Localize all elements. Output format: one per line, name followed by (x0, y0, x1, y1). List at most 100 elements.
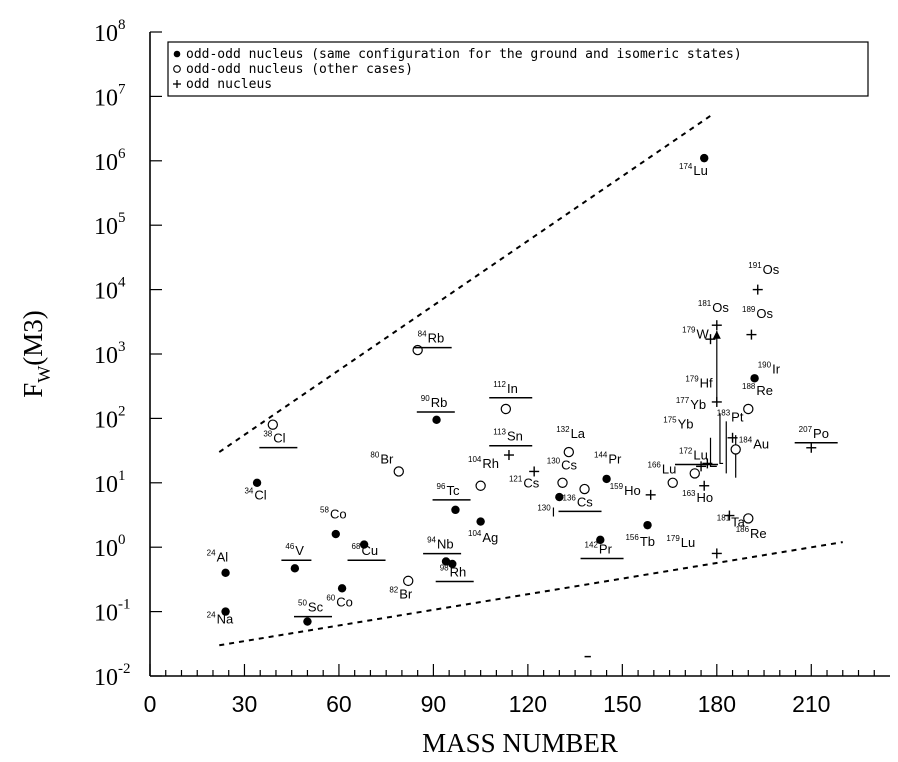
point-filled (221, 607, 230, 616)
nucleus-label: 172Lu (679, 447, 708, 463)
point-open (743, 513, 754, 524)
y-tick-label: 103 (94, 339, 126, 369)
point-open (267, 419, 279, 430)
y-axis-title-unit: (M3) (18, 310, 48, 366)
nucleus-label: 58Co (320, 505, 347, 521)
nucleus-label: 144Pr (594, 450, 622, 466)
nucleus-label: 166Lu (648, 460, 677, 476)
point-filled (700, 153, 709, 163)
point-plus (529, 466, 540, 477)
nucleus-label: 181Os (698, 299, 729, 315)
legend-marker-open (173, 65, 181, 73)
legend-marker-filled (173, 50, 181, 58)
point-plus (503, 450, 514, 461)
legend-entry: odd-odd nucleus (same configuration for … (173, 47, 742, 62)
point-plus (696, 461, 707, 472)
point-filled (750, 374, 759, 383)
nucleus-labels: 24Na 24Al 34Cl 38Cl 46V 50Sc 58Co 60Co 68Cu 80Br 8… (207, 162, 838, 658)
point-plus (724, 510, 735, 521)
nucleus-label: 179W (682, 325, 709, 341)
point-filled (303, 617, 312, 626)
nucleus-label: 181Ta (717, 513, 746, 529)
nucleus-label: 113Sn (493, 428, 523, 444)
point-open (557, 477, 568, 488)
nucleus-label: 80Br (370, 450, 394, 466)
data-points (221, 153, 817, 626)
y-axis-title-sub: W (34, 366, 54, 383)
point-plus (645, 489, 656, 500)
nucleus-label: 98Rh (440, 564, 467, 580)
connector-arrowhead (712, 330, 721, 339)
point-plus (711, 320, 722, 331)
y-tick-label: 100 (94, 532, 126, 562)
nucleus-label: 90Rb (421, 394, 448, 410)
nucleus-label: 174Lu (679, 162, 708, 178)
nucleus-label: 130Cs (547, 457, 578, 473)
point-filled (331, 529, 340, 539)
x-tick-label: 180 (698, 691, 736, 717)
x-tick-label: 120 (509, 691, 547, 717)
point-open (579, 483, 590, 495)
point-open (743, 403, 754, 415)
y-tick-label: 10-2 (94, 661, 131, 691)
point-filled (252, 478, 262, 487)
nucleus-label: 186Re (736, 525, 767, 541)
y-tick-label: 105 (94, 210, 126, 240)
nucleus-label: 104Ag (468, 529, 498, 545)
x-tick-label: 210 (792, 691, 830, 717)
nucleus-label: 179Lu (666, 534, 695, 550)
point-filled (337, 584, 347, 593)
nucleus-label: 190Ir (758, 360, 781, 376)
legend-box (167, 41, 869, 97)
nucleus-label: 34Cl (244, 487, 266, 503)
point-filled (290, 564, 300, 573)
x-axis-title: MASS NUMBER (422, 728, 618, 758)
nucleus-label: 104Rh (468, 455, 499, 471)
nucleus-label: 156Tb (625, 533, 655, 549)
nucleus-label: 184Au (739, 436, 769, 452)
y-axis-title-main: F (18, 383, 48, 398)
x-tick-label: 0 (144, 691, 157, 717)
point-plus (699, 480, 710, 491)
bound-lines (218, 114, 843, 647)
connector-line (719, 413, 724, 465)
point-open (393, 466, 404, 477)
y-tick-label: 108 (94, 17, 126, 47)
nucleus-label: 60Co (326, 594, 353, 610)
nucleus-label: 207Po (799, 425, 829, 441)
nucleus-label: 46V (285, 542, 304, 558)
y-tick-label: 107 (94, 81, 126, 111)
nucleus-label: 50Sc (298, 599, 324, 615)
y-tick-label: 102 (94, 403, 126, 433)
nucleus-label: 142Pr (585, 540, 613, 556)
nucleus-label: 24Al (207, 548, 229, 564)
point-filled (432, 415, 441, 425)
nucleus-label: 82Br (389, 585, 413, 601)
nucleus-label: 132La (556, 425, 586, 441)
connector-lines (709, 330, 737, 478)
y-tick-label: 104 (94, 275, 126, 305)
point-plus (711, 396, 722, 407)
legend-label: odd nucleus (186, 77, 272, 92)
point-open (412, 344, 423, 356)
nucleus-label: 177Yb (676, 396, 706, 412)
point-open (500, 403, 512, 415)
point-filled (555, 492, 564, 502)
nucleus-label: 175Yb (663, 415, 693, 431)
point-filled (448, 559, 457, 569)
nucleus-label: 130I (537, 503, 555, 519)
point-filled (596, 535, 605, 545)
nucleus-label: 179Hf (685, 375, 713, 391)
legend-entry: odd nucleus (173, 77, 272, 92)
point-open (689, 468, 700, 479)
nucleus-label: 38Cl (263, 430, 285, 446)
y-tick-label: 106 (94, 146, 126, 176)
point-plus (711, 548, 722, 559)
point-open (667, 477, 678, 488)
x-tick-label: 30 (232, 691, 258, 717)
nucleus-label: 163Ho (682, 489, 713, 505)
point-filled (476, 517, 485, 526)
bound-line-lower (219, 541, 843, 647)
point-plus (702, 458, 713, 469)
